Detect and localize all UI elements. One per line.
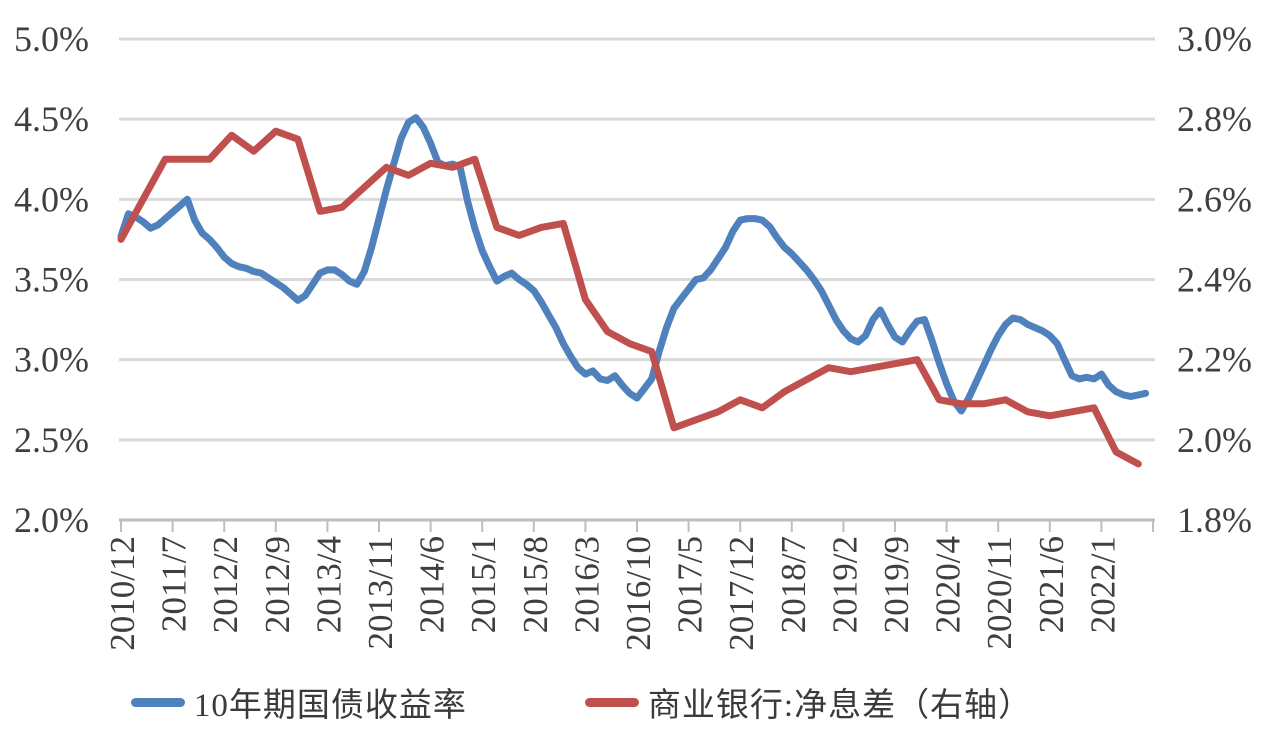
legend-label-bond-yield: 10年期国债收益率 (193, 688, 467, 724)
x-axis-tick-label: 2016/3 (567, 536, 606, 633)
left-axis-tick-label: 3.5% (14, 260, 89, 300)
right-axis-tick-label: 2.6% (1177, 179, 1252, 219)
x-axis-tick-label: 2021/6 (1032, 536, 1071, 633)
legend-line-red-icon (584, 697, 639, 707)
legend-line-blue-icon (130, 697, 185, 707)
x-axis-tick-label: 2013/4 (309, 536, 348, 633)
x-axis-tick-label: 2010/12 (103, 536, 142, 651)
x-axis-tick-label: 2016/10 (619, 536, 658, 651)
left-axis-tick-label: 4.5% (14, 99, 89, 139)
x-axis-tick-label: 2018/7 (774, 536, 813, 633)
series-line-net-interest-margin (117, 127, 1142, 468)
left-axis-tick-label: 3.0% (14, 340, 89, 380)
left-axis-tick-label: 2.5% (14, 420, 89, 460)
x-axis-tick-label: 2014/6 (413, 536, 452, 633)
right-axis-tick-label: 2.2% (1177, 340, 1252, 380)
x-axis-tick-label: 2020/4 (929, 536, 968, 633)
series-line-bond-yield (117, 114, 1150, 415)
x-axis-tick-label: 2022/1 (1083, 536, 1122, 633)
right-axis-tick-label: 1.8% (1177, 500, 1252, 540)
x-axis-tick-label: 2015/1 (464, 536, 503, 633)
x-axis-tick-label: 2019/9 (877, 536, 916, 633)
left-axis-tick-label: 4.0% (14, 179, 89, 219)
left-axis-tick-label: 2.0% (14, 500, 89, 540)
right-axis-tick-label: 2.4% (1177, 260, 1252, 300)
right-axis-tick-label: 2.8% (1177, 99, 1252, 139)
x-axis-tick-label: 2011/7 (155, 536, 194, 632)
chart-legend: 10年期国债收益率 商业银行:净息差（右轴） (0, 678, 1163, 726)
x-axis-tick-label: 2017/12 (722, 536, 761, 651)
legend-item-bond-yield: 10年期国债收益率 (130, 678, 467, 726)
left-axis-tick-label: 5.0% (14, 19, 89, 59)
x-axis-tick-label: 2013/11 (361, 536, 400, 649)
x-axis-tick-label: 2019/2 (825, 536, 864, 633)
legend-item-net-interest-margin: 商业银行:净息差（右轴） (584, 678, 1033, 726)
x-axis-tick-label: 2012/9 (258, 536, 297, 633)
x-axis-tick-label: 2012/2 (206, 536, 245, 633)
legend-label-net-interest-margin: 商业银行:净息差（右轴） (647, 688, 1033, 724)
x-axis-tick-label: 2017/5 (671, 536, 710, 633)
dual-axis-line-chart: 5.0% 4.5% 4.0% 3.5% 3.0% 2.5% 2.0% 3.0% 2.8% 2.6%… (14, 19, 1252, 651)
x-axis-tick-label: 2015/8 (516, 536, 555, 633)
right-axis-tick-label: 2.0% (1177, 420, 1252, 460)
right-axis-tick-label: 3.0% (1177, 19, 1252, 59)
x-axis-tick-label: 2020/11 (980, 536, 1019, 649)
